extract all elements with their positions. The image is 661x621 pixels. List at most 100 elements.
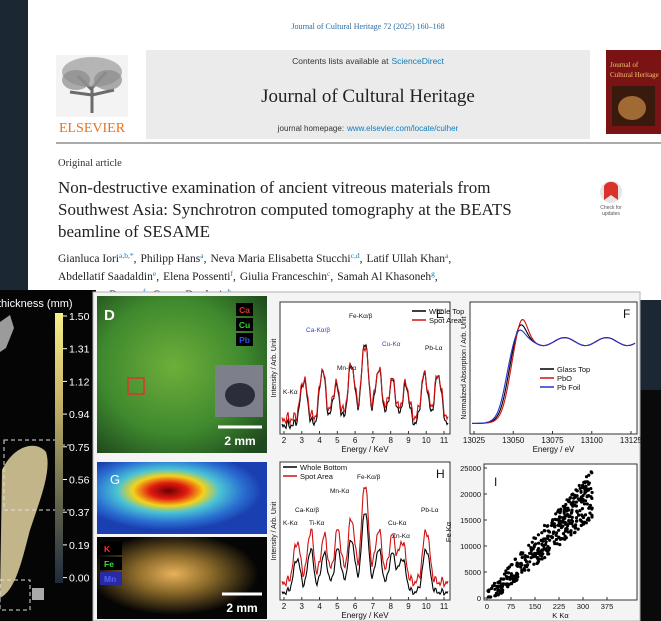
scatter-dot [547, 530, 552, 534]
article-title: Non-destructive examination of ancient v… [58, 178, 490, 197]
scatter-dot [544, 542, 548, 546]
x-tick-label: 4 [317, 602, 322, 611]
colorbar-tick-label: 0.75 [69, 442, 90, 454]
scatter-dot [567, 519, 571, 523]
scatter-dot [516, 564, 520, 568]
separator: , [435, 271, 438, 283]
separator: , [134, 253, 137, 265]
x-tick-label: 2 [282, 602, 287, 611]
scatter-dot [541, 539, 545, 543]
scatter-dot [565, 498, 569, 502]
scatter-dot [561, 532, 566, 536]
scatter-dot [579, 519, 583, 523]
scatter-dot [519, 561, 523, 566]
legend-label: Cu [239, 320, 250, 330]
scatter-dot [584, 521, 588, 525]
separator: , [360, 253, 363, 265]
scatter-dot [550, 519, 555, 523]
scale-label: 2 mm [224, 434, 255, 448]
scatter-dot [523, 554, 528, 558]
scatter-dot [588, 511, 592, 515]
scatter-dot [566, 530, 570, 534]
homepage-url[interactable]: www.elsevier.com/locate/culher [346, 124, 458, 133]
affiliation: c,d [351, 251, 360, 260]
article-title: Southwest Asia: Synchrotron computed tom… [58, 200, 512, 219]
colorbar-tick-label: 0.00 [69, 573, 90, 585]
check-updates-badge[interactable]: Check for updates [600, 181, 622, 217]
scatter-dot [554, 537, 559, 542]
x-tick-label: 6 [353, 602, 358, 611]
affiliation: e [153, 269, 157, 278]
scatter-dot [501, 588, 505, 592]
author-name: Neva Maria Elisabetta Stucchi [210, 253, 350, 265]
scatter-dot [581, 494, 585, 498]
colorbar-tick-label: 0.56 [69, 475, 90, 487]
scatter-dot [543, 537, 547, 541]
x-tick-label: 4 [317, 436, 322, 445]
legend-label: Pb [239, 335, 250, 345]
panel-label: D [104, 307, 115, 324]
scatter-dot [541, 548, 545, 552]
scatter-dot [557, 528, 561, 532]
x-tick-label: 9 [406, 602, 411, 611]
scatter-dot [588, 503, 593, 507]
scatter-dot [489, 586, 494, 591]
cover-title: Journal of [610, 61, 639, 69]
scatter-dot [590, 515, 594, 519]
peak-label: K-Kα [283, 520, 298, 527]
scatter-dot [536, 533, 541, 537]
author-line: Gianluca Ioria,b,*, Philipp Hansa, Neva Ma… [58, 251, 451, 265]
sciencedirect-link[interactable]: ScienceDirect [391, 56, 444, 66]
scale-label: 2 mm [226, 601, 257, 615]
scatter-dot [583, 513, 588, 517]
colorbar-tick-label: 0.19 [69, 540, 90, 552]
affiliation: f [230, 269, 233, 278]
y-axis-label: Intensity / Arb. Unit [271, 502, 278, 561]
scatter-dot [546, 545, 550, 549]
peak-label: Cu-Kα [382, 341, 401, 348]
journal-cover: Journal of Cultural Heritage [606, 50, 661, 134]
citation: Journal of Cultural Heritage 72 (2025) 1… [291, 22, 444, 31]
x-tick-label: 11 [440, 436, 449, 445]
separator: , [156, 271, 159, 283]
scatter-dot [510, 563, 514, 567]
scatter-dot [547, 552, 551, 556]
scatter-dot [541, 543, 545, 547]
scatter-dot [574, 526, 578, 530]
scatter-dot [555, 531, 559, 535]
x-tick-label: 10 [422, 602, 431, 611]
scatter-dot [568, 514, 572, 518]
scatter-dot [561, 537, 565, 541]
peak-label: K-Kα [283, 389, 298, 396]
homepage-label: journal homepage: [277, 124, 344, 133]
scatter-dot [554, 512, 558, 516]
sample-3d-view [0, 315, 70, 611]
x-tick-label: 0 [485, 602, 489, 611]
contents: Contents lists available at [292, 56, 389, 66]
contents-line: Contents lists available at ScienceDirect [292, 56, 444, 66]
affiliation: c [327, 269, 331, 278]
scatter-dot [562, 511, 566, 515]
scatter-dot [574, 488, 578, 492]
separator: , [233, 271, 236, 283]
scatter-dot [582, 502, 587, 506]
colorbar-tick-label: 1.50 [69, 311, 90, 323]
scatter-dot [569, 530, 573, 535]
y-axis-label: Intensity / Arb. Unit [271, 339, 278, 398]
badge-text: Check for [600, 205, 622, 211]
scatter-dot [566, 524, 570, 528]
x-tick-label: 8 [388, 436, 393, 445]
scatter-dot [580, 513, 584, 517]
x-axis-label: K Kα [552, 611, 569, 620]
scatter-dot [528, 560, 532, 564]
colorbar-tick-label: 1.31 [69, 344, 90, 356]
scatter-dot [519, 551, 523, 555]
scatter-dot [506, 571, 511, 575]
colorbar-title: thickness (mm) [0, 298, 73, 310]
scatter-dot [589, 495, 593, 499]
scatter-dot [567, 508, 571, 512]
inset-sample [225, 383, 255, 407]
panel-label: G [110, 472, 120, 487]
scatter-dot [553, 524, 557, 529]
author-name: Elena Possenti [163, 271, 230, 283]
